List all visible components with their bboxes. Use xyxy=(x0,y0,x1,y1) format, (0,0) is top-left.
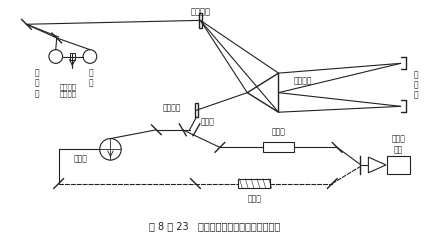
Polygon shape xyxy=(239,179,270,189)
Text: 氘
灯: 氘 灯 xyxy=(89,68,93,88)
Polygon shape xyxy=(247,73,279,112)
Text: 钨
丝
灯: 钨 丝 灯 xyxy=(35,68,40,98)
Text: 出口狭缝: 出口狭缝 xyxy=(162,104,181,113)
Text: 交换灯用
的平面镜: 交换灯用 的平面镜 xyxy=(60,83,77,97)
Text: 扇形镜: 扇形镜 xyxy=(200,117,214,127)
Text: 调制板: 调制板 xyxy=(74,155,88,164)
Polygon shape xyxy=(195,103,198,117)
Polygon shape xyxy=(70,53,75,60)
Text: 参比池: 参比池 xyxy=(272,128,286,137)
Text: 反
射
镜: 反 射 镜 xyxy=(413,70,418,100)
Text: 入口狭缝: 入口狭缝 xyxy=(190,8,210,17)
Text: 图 8 － 23   双光束型仪器的工作原理示意图: 图 8 － 23 双光束型仪器的工作原理示意图 xyxy=(149,221,281,231)
Polygon shape xyxy=(369,157,386,173)
Polygon shape xyxy=(199,13,202,28)
Text: 光电倍
增管: 光电倍 增管 xyxy=(392,135,405,154)
Text: 石英棱镜: 石英棱镜 xyxy=(293,76,312,85)
Text: 试样池: 试样池 xyxy=(247,194,261,203)
Polygon shape xyxy=(387,156,410,174)
Polygon shape xyxy=(263,143,294,152)
